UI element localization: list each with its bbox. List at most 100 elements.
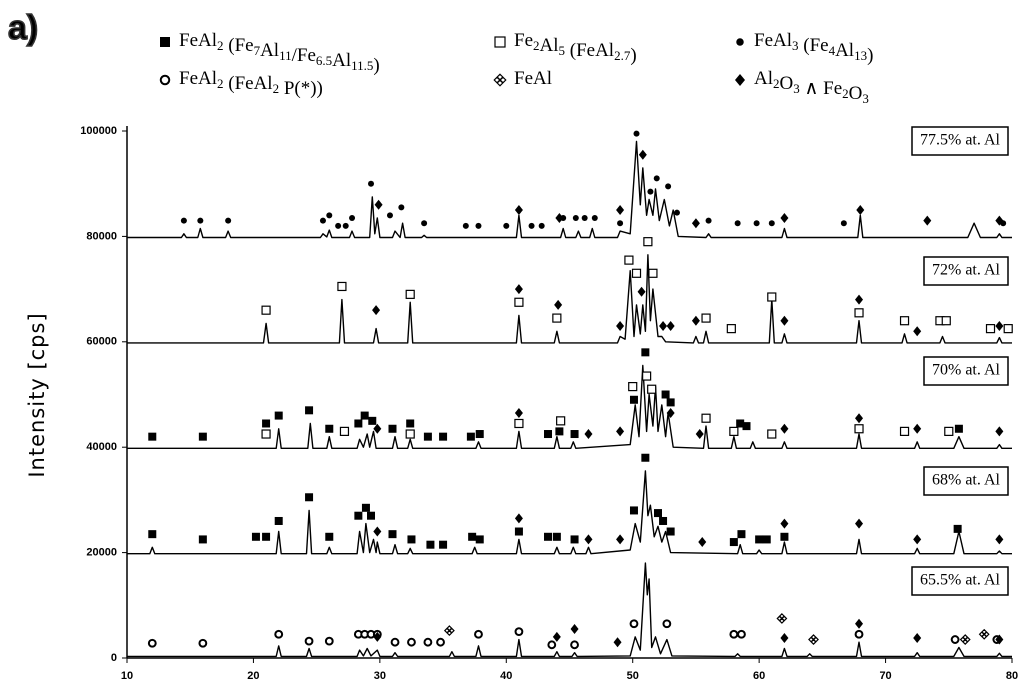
marker-diamond [514,205,523,216]
marker-dot [197,217,204,224]
marker-open-circle [474,629,483,639]
marker-open-circle [198,638,208,648]
marker-diamond [691,315,700,326]
marker-dot [617,220,624,227]
marker-dot [528,222,535,229]
marker-dot [673,209,680,216]
marker-filled-square [354,419,363,428]
marker-cluster [493,73,507,87]
marker-diamond [913,326,922,337]
marker-filled-square [407,535,416,544]
marker-filled-square [544,430,553,439]
marker-filled-square [325,532,334,541]
marker-filled-square [666,527,675,536]
marker-diamond [616,205,625,216]
legend-label: FeAl2 (FeAl2 P(*)) [179,68,323,99]
marker-open-square [631,268,642,278]
marker-filled-square [544,532,553,541]
marker-filled-square [475,535,484,544]
xrd-trace [127,254,1012,344]
marker-open-square [624,255,634,265]
legend-label: Fe2Al5 (FeAl2.7) [514,30,637,66]
marker-open-square [628,381,638,392]
x-tick-label: 70 [879,670,891,682]
marker-diamond [913,534,922,545]
marker-open-circle [274,629,284,639]
xrd-trace [127,562,1012,658]
marker-diamond [373,631,382,642]
marker-open-square [405,429,415,439]
marker-filled-square [368,416,377,425]
marker-diamond [514,284,523,295]
marker-filled-square [780,532,789,541]
marker-open-circle [737,629,746,639]
marker-cluster [808,634,819,646]
marker-filled-square [659,516,668,525]
marker-diamond [995,215,1004,226]
marker-open-square [647,384,657,394]
marker-open-circle [729,629,739,639]
marker-open-square [941,316,951,326]
marker-diamond [514,407,523,418]
xrd-trace [127,364,1012,449]
marker-open-square [339,426,350,436]
panel-label: a) [8,9,38,47]
marker-filled-square [742,422,751,431]
marker-dot [591,214,598,221]
marker-dot [768,220,775,227]
marker-open-square [899,426,910,436]
marker-diamond [555,212,564,223]
marker-open-square [494,36,506,48]
marker-diamond [855,413,864,424]
marker-open-square [701,413,711,423]
marker-filled-square [641,453,650,462]
marker-open-square [854,424,864,434]
marker-dot [736,38,744,46]
marker-open-square [642,371,652,381]
marker-open-circle [423,637,433,647]
pattern-label: 65.5% at. Al [911,566,1009,596]
marker-filled-square [736,419,745,428]
marker-filled-square [466,432,475,441]
marker-open-circle [390,637,400,647]
x-tick-label: 50 [627,670,639,682]
marker-filled-square [954,424,963,433]
marker-filled-square [661,390,670,399]
pattern-label-text: 77.5% at. Al [920,132,1001,149]
legend-label: FeAl [514,68,552,89]
y-tick-label: 80000 [86,230,117,242]
marker-open-square [767,292,777,302]
marker-diamond [780,518,789,529]
marker-diamond [855,618,864,629]
marker-dot [421,220,428,227]
marker-open-square [648,268,658,278]
marker-filled-square [514,527,523,536]
pattern-label-text: 65.5% at. Al [920,572,1001,589]
marker-open-square [854,308,864,318]
marker-diamond [616,426,625,437]
y-tick-label: 100000 [80,125,117,137]
marker-diamond [637,286,646,297]
marker-diamond [666,320,675,331]
marker-dot [840,220,847,227]
marker-filled-square [360,411,369,420]
marker-open-square [552,313,562,323]
marker-diamond [552,631,561,642]
marker-cluster [978,628,990,640]
marker-open-circle [436,637,445,647]
marker-dot [475,222,482,229]
y-tick-label: 60000 [86,336,117,348]
marker-dot [335,222,342,229]
marker-dot [633,130,640,137]
x-tick-label: 40 [500,670,512,682]
marker-diamond [913,632,922,643]
marker-diamond [735,74,745,86]
marker-filled-square [305,406,314,415]
marker-filled-square [439,540,448,549]
pattern-label-box [923,466,1009,496]
marker-open-square [701,313,711,323]
legend-label: FeAl3 (Fe4Al13) [754,30,873,66]
marker-filled-square [198,432,207,441]
x-tick-label: 60 [753,670,765,682]
marker-filled-square [439,432,448,441]
